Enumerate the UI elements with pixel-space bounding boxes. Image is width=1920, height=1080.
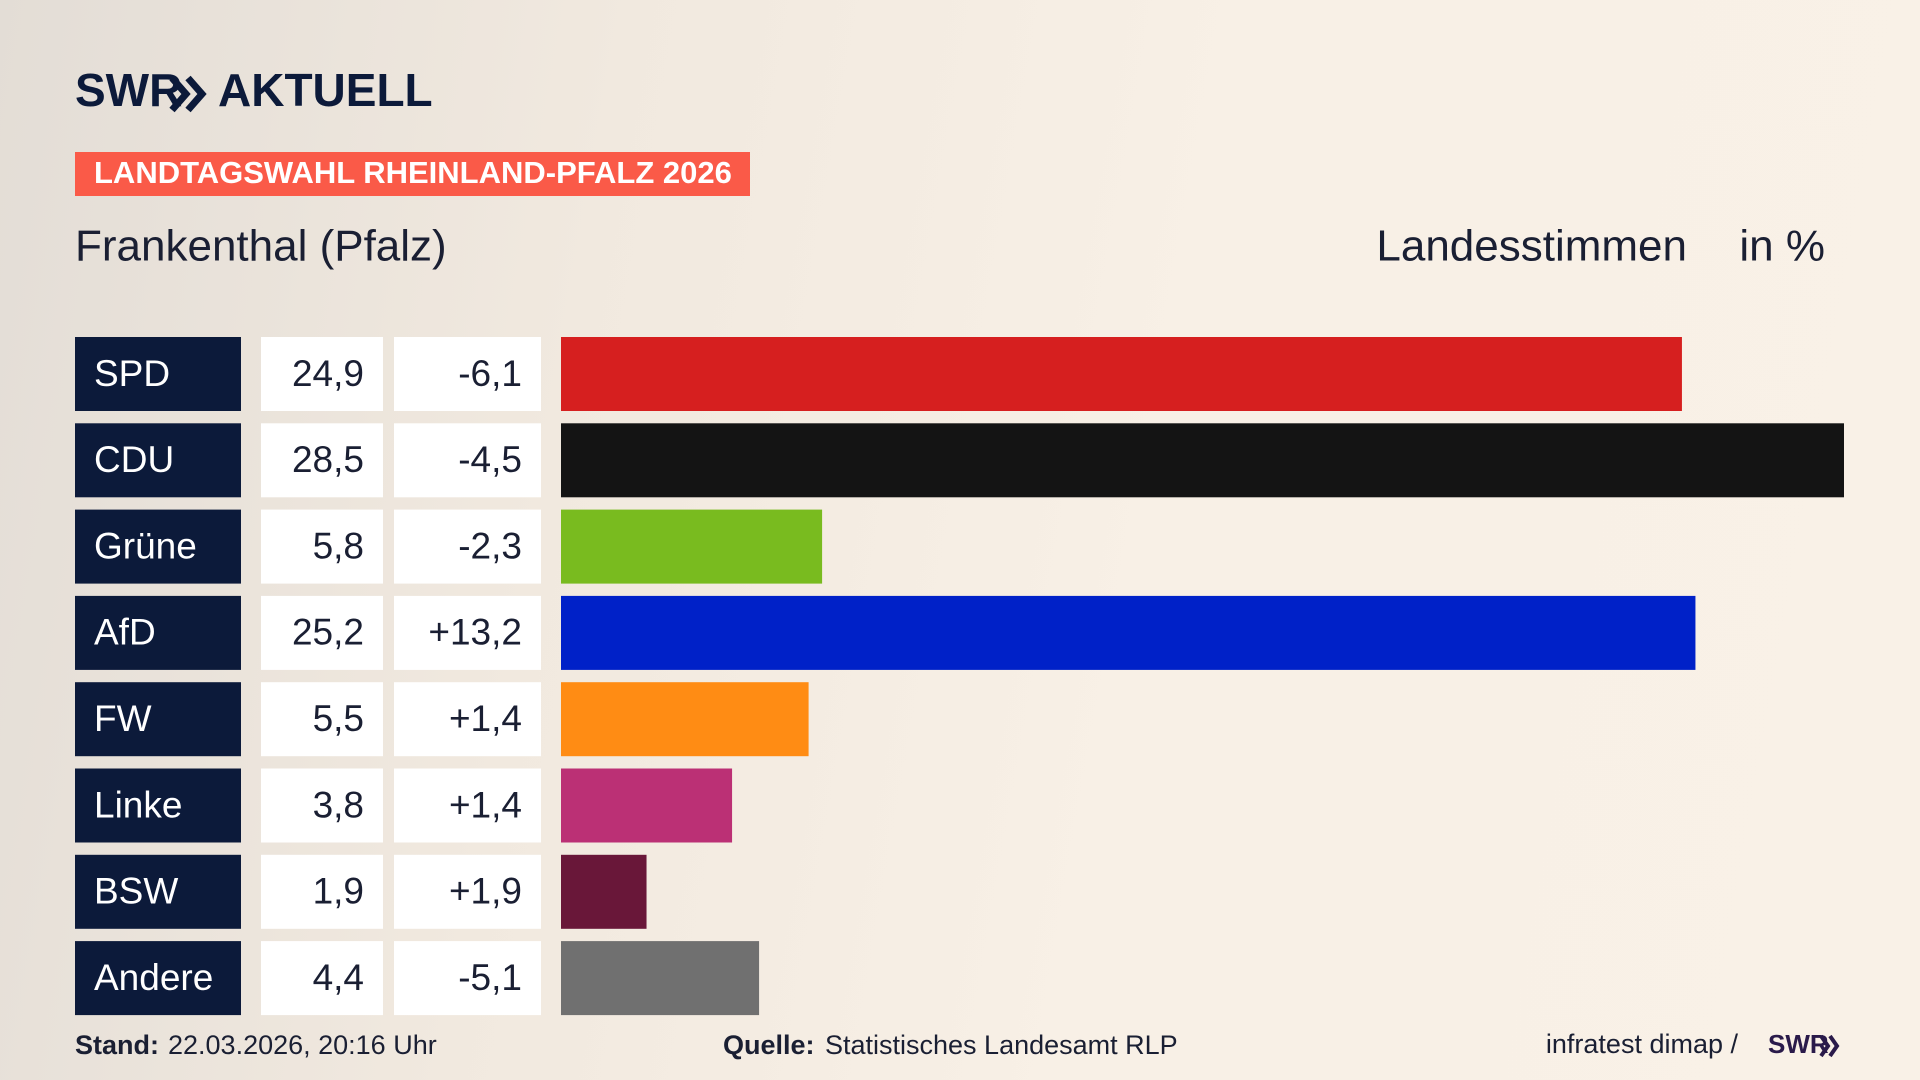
source: Statistisches Landesamt RLP bbox=[825, 1030, 1178, 1060]
change-box bbox=[394, 941, 541, 1016]
change-label: +13,2 bbox=[428, 612, 522, 653]
bar bbox=[561, 423, 1844, 498]
value-label: 5,5 bbox=[313, 698, 364, 739]
bar bbox=[561, 595, 1696, 670]
party-box bbox=[75, 854, 241, 929]
value-label: 5,8 bbox=[313, 525, 364, 566]
bar bbox=[561, 941, 760, 1016]
party-label: BSW bbox=[94, 871, 178, 912]
party-label: FW bbox=[94, 698, 152, 739]
logo: SWR bbox=[75, 64, 182, 116]
value-box bbox=[261, 595, 383, 670]
value-box bbox=[261, 423, 383, 498]
party-box bbox=[75, 768, 241, 843]
change-box bbox=[394, 509, 541, 584]
party-label: CDU bbox=[94, 439, 174, 480]
change-box bbox=[394, 337, 541, 411]
value-box bbox=[261, 509, 383, 584]
value-box bbox=[261, 941, 383, 1016]
unit: in % bbox=[1739, 222, 1825, 271]
change-box bbox=[394, 682, 541, 757]
value-box bbox=[261, 768, 383, 843]
party-label: SPD bbox=[94, 353, 170, 394]
change-label: -6,1 bbox=[458, 353, 522, 394]
tag-box bbox=[75, 152, 750, 196]
logo-chevrons bbox=[169, 75, 207, 113]
value-box bbox=[261, 854, 383, 929]
value-box bbox=[261, 337, 383, 411]
value-label: 24,9 bbox=[292, 353, 364, 394]
party-box bbox=[75, 337, 241, 411]
value-label: 28,5 bbox=[292, 439, 364, 480]
change-label: +1,9 bbox=[449, 871, 522, 912]
bar bbox=[561, 768, 733, 843]
party-label: Andere bbox=[94, 957, 213, 998]
credit-chevrons bbox=[1819, 1034, 1840, 1058]
party-label: AfD bbox=[94, 612, 156, 653]
change-label: +1,4 bbox=[449, 698, 522, 739]
party-box bbox=[75, 423, 241, 498]
change-box bbox=[394, 854, 541, 929]
tag: LANDTAGSWAHL RHEINLAND-PFALZ 2026 bbox=[94, 155, 732, 190]
date-label: Stand: bbox=[75, 1030, 159, 1060]
value-label: 25,2 bbox=[292, 612, 364, 653]
change-label: -2,3 bbox=[458, 525, 522, 566]
credit: infratest dimap / bbox=[1546, 1029, 1739, 1059]
party-label: Linke bbox=[94, 784, 182, 825]
value-label: 1,9 bbox=[313, 871, 364, 912]
value-label: 4,4 bbox=[313, 957, 364, 998]
bar bbox=[561, 509, 823, 584]
bar bbox=[561, 854, 647, 929]
party-box bbox=[75, 682, 241, 757]
source-label: Quelle: bbox=[723, 1030, 815, 1060]
chart-title: Frankenthal (Pfalz) bbox=[75, 222, 447, 271]
change-label: -4,5 bbox=[458, 439, 522, 480]
party-box bbox=[75, 941, 241, 1016]
section-name: AKTUELL bbox=[218, 64, 433, 116]
date: 22.03.2026, 20:16 Uhr bbox=[168, 1030, 437, 1060]
value-box bbox=[261, 682, 383, 757]
change-box bbox=[394, 768, 541, 843]
measure: Landesstimmen bbox=[1376, 222, 1687, 271]
change-box bbox=[394, 423, 541, 498]
bar bbox=[561, 337, 1682, 411]
change-label: +1,4 bbox=[449, 784, 522, 825]
party-label: Grüne bbox=[94, 525, 197, 566]
value-label: 3,8 bbox=[313, 784, 364, 825]
bar bbox=[561, 682, 809, 757]
party-box bbox=[75, 595, 241, 670]
party-box bbox=[75, 509, 241, 584]
change-box bbox=[394, 595, 541, 670]
change-label: -5,1 bbox=[458, 957, 522, 998]
credit-logo: SWR bbox=[1768, 1029, 1829, 1059]
